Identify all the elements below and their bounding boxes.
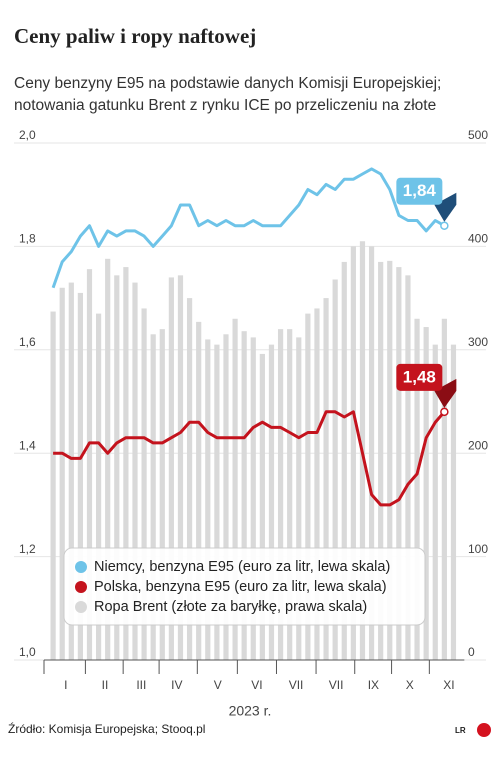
bar (368, 246, 375, 660)
legend-marker (75, 601, 87, 613)
legend-marker (75, 561, 87, 573)
y-tick-label: 1,6 (19, 335, 36, 349)
bar (414, 318, 420, 660)
bar (68, 282, 74, 660)
x-tick-label: IX (368, 678, 379, 692)
subtitle: notowania gatunku Brent z rynku ICE po p… (14, 97, 436, 114)
bar (77, 292, 83, 660)
label-pointer (434, 192, 457, 222)
end-label-box (396, 363, 443, 391)
bar (168, 277, 174, 660)
bar (405, 275, 411, 660)
bar (387, 260, 393, 660)
bar (141, 308, 147, 660)
bar (241, 331, 247, 660)
plot-area: 1,0 1,2 1,4 1,6 1,8 2,0 0 100 200 300 400 500 1,84 1,… (14, 128, 488, 692)
bar (196, 321, 202, 660)
bar (205, 339, 211, 660)
bar (296, 337, 302, 660)
chart-title: Ceny paliw i ropy naftowej (14, 24, 256, 48)
bar (232, 318, 238, 660)
bar (305, 313, 311, 660)
bar (259, 353, 265, 660)
bar (214, 344, 220, 660)
bar (150, 334, 156, 660)
end-point (440, 221, 449, 230)
y2-tick-label: 200 (468, 438, 488, 452)
y-tick-label: 2,0 (19, 128, 36, 142)
x-tick-label: VII (289, 678, 304, 692)
source: Źródło: Komisja Europejska; Stooq.pl (8, 721, 205, 736)
legend-label: Ropa Brent (złote za baryłkę, prawa skal… (94, 599, 367, 615)
bar (450, 344, 457, 660)
bar (396, 267, 402, 660)
bar (332, 279, 338, 660)
bar (223, 334, 229, 660)
bar (186, 298, 193, 660)
end-label: 1,84 (403, 181, 437, 200)
bar (323, 298, 329, 660)
bar (378, 261, 384, 660)
line (53, 410, 446, 507)
logo-mark (477, 723, 491, 737)
bar (341, 261, 347, 660)
bar (314, 308, 320, 660)
bar (159, 329, 165, 660)
bar (105, 258, 111, 660)
end-label-box (396, 177, 443, 205)
subtitle: Ceny benzyny E95 na podstawie danych Kom… (14, 75, 441, 92)
legend-label: Polska, benzyna E95 (euro za litr, lewa … (94, 579, 387, 595)
bar (287, 329, 293, 660)
x-tick-label: I (64, 678, 67, 692)
x-tick-label: X (406, 678, 414, 692)
bar (350, 246, 356, 660)
y2-tick-label: 300 (468, 335, 488, 349)
bar (177, 275, 184, 660)
y2-tick-label: 500 (468, 128, 488, 142)
legend: Niemcy, benzyna E95 (euro za litr, lewa … (75, 559, 390, 615)
x-tick-label: VI (251, 678, 262, 692)
bar (132, 282, 138, 660)
bar (250, 337, 256, 660)
bar (59, 287, 65, 660)
x-axis-label: 2023 r. (229, 703, 272, 719)
bar (268, 344, 275, 660)
bar (95, 313, 102, 660)
bar (114, 275, 120, 660)
bar (423, 327, 429, 660)
end-label: 1,48 (403, 367, 436, 386)
bar (441, 318, 447, 660)
y2-tick-label: 0 (468, 645, 475, 659)
x-tick-label: XI (443, 678, 454, 692)
logo-text: LR (455, 726, 466, 735)
x-tick-label: III (136, 678, 146, 692)
legend-box (63, 547, 426, 626)
y2-tick-label: 400 (468, 232, 488, 246)
label-pointer (434, 378, 457, 408)
bar (123, 267, 129, 660)
legend-label: Niemcy, benzyna E95 (euro za litr, lewa … (94, 559, 390, 575)
bar (432, 344, 438, 660)
bar (50, 311, 56, 660)
bar (86, 269, 93, 660)
y2-tick-label: 100 (468, 542, 488, 556)
end-point (440, 407, 449, 417)
legend-marker (75, 581, 87, 593)
x-tick-label: IV (171, 678, 182, 692)
y-tick-label: 1,8 (19, 232, 36, 246)
line (51, 167, 446, 289)
y-tick-label: 1,0 (19, 645, 36, 659)
x-tick-label: VII (329, 678, 344, 692)
x-tick-label: V (214, 678, 222, 692)
x-tick-label: II (102, 678, 109, 692)
y-tick-label: 1,4 (19, 438, 36, 452)
bar (277, 329, 284, 660)
y-tick-label: 1,2 (19, 542, 36, 556)
